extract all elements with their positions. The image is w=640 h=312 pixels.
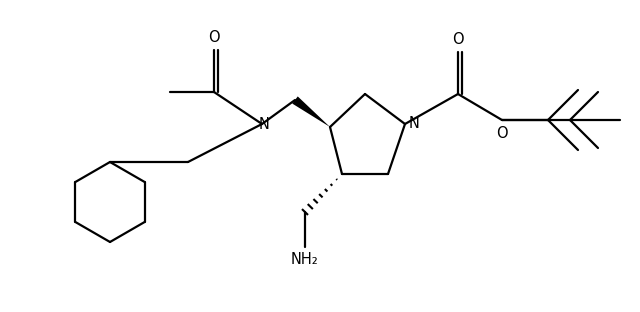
Polygon shape [292,96,330,127]
Text: N: N [259,116,269,131]
Text: O: O [208,30,220,45]
Text: O: O [496,126,508,141]
Text: N: N [409,115,420,130]
Text: NH₂: NH₂ [291,252,319,267]
Text: O: O [452,32,464,47]
